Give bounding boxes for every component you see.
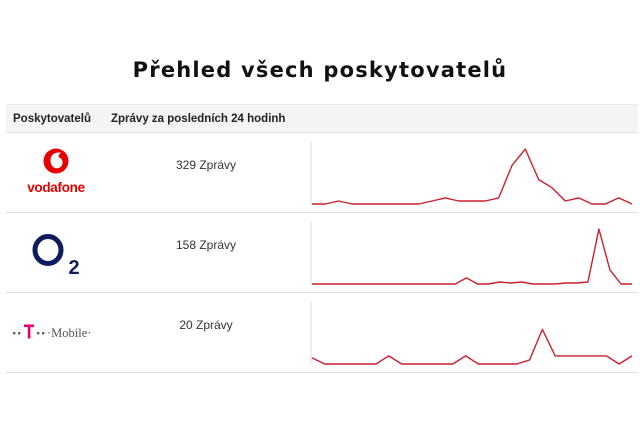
message-count-label: 158 Zprávy <box>175 237 237 252</box>
sparkline-chart <box>310 221 632 285</box>
vodafone-logo-icon: vodafone <box>27 148 86 195</box>
vodafone-logo: vodafone <box>6 133 106 212</box>
o2-logo: 2 <box>6 213 106 292</box>
message-count: 20 Zprávy <box>106 318 306 332</box>
tmobile-logo: ·Mobile· <box>6 293 106 372</box>
page-title: Přehled všech poskytovatelů <box>132 58 508 82</box>
table-row-tmobile[interactable]: ·Mobile· 20 Zprávy <box>6 293 638 373</box>
sparkline-series <box>311 328 633 365</box>
sparkline-series <box>312 228 632 285</box>
sparkline-tmobile <box>310 293 636 372</box>
tmobile-logo-icon: ·Mobile· <box>13 324 91 340</box>
o2-logo-icon: 2 <box>32 234 80 279</box>
table-row-vodafone[interactable]: vodafone 329 Zprávy <box>6 133 638 213</box>
column-header-messages: Zprávy za posledních 24 hodinh <box>111 112 286 125</box>
column-header-provider: Poskytovatelů <box>13 112 91 125</box>
table-header: Poskytovatelů Zprávy za posledních 24 ho… <box>6 104 638 133</box>
sparkline-chart <box>310 301 633 365</box>
message-count-label: 329 Zprávy <box>175 157 237 172</box>
sparkline-series <box>312 148 633 205</box>
svg-text:·Mobile·: ·Mobile· <box>47 326 91 340</box>
table-row-o2[interactable]: 2 158 Zprávy <box>6 213 638 293</box>
message-count: 158 Zprávy <box>106 238 306 252</box>
message-count-label: 20 Zprávy <box>179 317 233 332</box>
sparkline-chart <box>310 141 633 205</box>
svg-text:2: 2 <box>68 257 79 279</box>
message-count: 329 Zprávy <box>106 158 306 172</box>
sparkline-o2 <box>310 213 636 292</box>
vodafone-logo-text: vodafone <box>27 180 85 195</box>
providers-table: Poskytovatelů Zprávy za posledních 24 ho… <box>6 104 638 373</box>
sparkline-vodafone <box>310 133 636 212</box>
